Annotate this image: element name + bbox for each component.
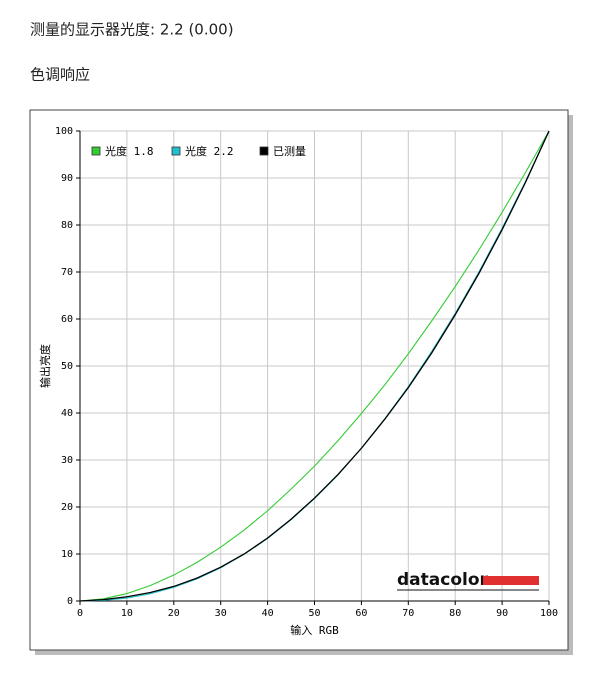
x-tick-label: 40 [262, 608, 274, 619]
x-tick-label: 100 [540, 608, 558, 619]
legend-label: 光度 1.8 [105, 144, 154, 158]
y-tick-label: 0 [67, 596, 73, 607]
series-line [79, 130, 550, 602]
legend-label: 光度 2.2 [185, 144, 234, 158]
y-tick-label: 60 [61, 314, 73, 325]
y-axis-label: 输出亮度 [38, 344, 52, 388]
y-tick-label: 40 [61, 408, 73, 419]
x-tick-label: 30 [215, 608, 227, 619]
y-tick-label: 90 [61, 173, 73, 184]
legend-swatch [91, 146, 101, 156]
x-tick-label: 50 [308, 608, 320, 619]
x-tick-label: 90 [496, 608, 508, 619]
y-tick-label: 10 [61, 549, 73, 560]
x-tick-label: 70 [402, 608, 414, 619]
y-tick-label: 20 [61, 502, 73, 513]
y-tick-label: 100 [55, 126, 73, 137]
x-tick-label: 0 [77, 608, 83, 619]
legend-swatch [259, 146, 269, 156]
legend-swatch [171, 146, 181, 156]
series-line [79, 130, 550, 602]
y-tick-label: 80 [61, 220, 73, 231]
measurement-text: 测量的显示器光度: 2.2 (0.00) [30, 21, 234, 39]
x-tick-label: 10 [121, 608, 133, 619]
x-tick-label: 80 [449, 608, 461, 619]
y-tick-label: 70 [61, 267, 73, 278]
logo-bar [483, 576, 539, 585]
x-tick-label: 20 [168, 608, 180, 619]
y-tick-label: 50 [61, 361, 73, 372]
y-tick-label: 30 [61, 455, 73, 466]
legend-label: 已测量 [273, 145, 306, 158]
logo: datacolor [397, 570, 489, 590]
x-tick-label: 60 [355, 608, 367, 619]
x-axis-label: 输入 RGB [290, 623, 339, 637]
chart: 0 10 20 30 40 50 60 70 80 90 100 0 10 20 30 40 50 60 70 80 9… [38, 126, 558, 637]
section-title: 色调响应 [30, 66, 90, 84]
